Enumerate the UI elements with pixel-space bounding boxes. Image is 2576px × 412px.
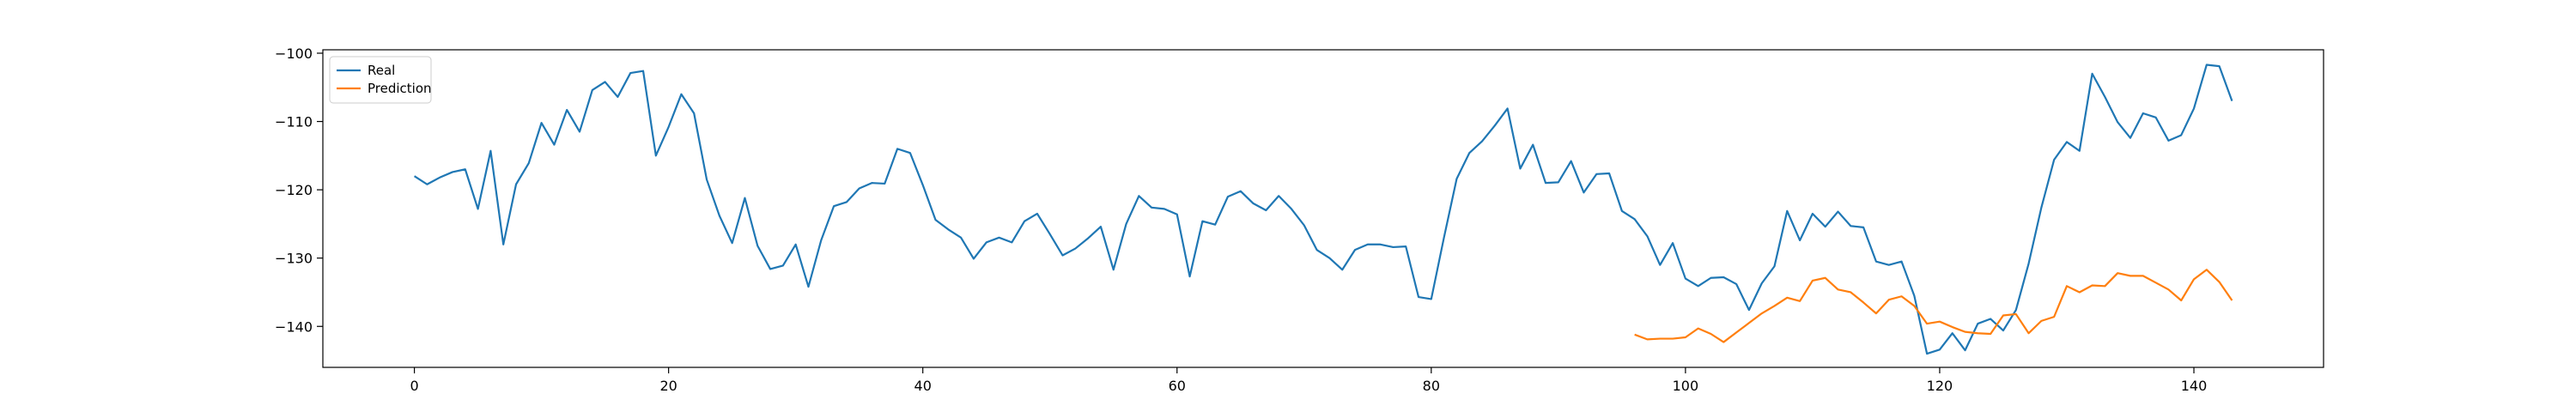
legend-label-real: Real xyxy=(368,63,395,78)
x-tick-label: 40 xyxy=(914,378,932,394)
x-axis: 0 20 40 60 80 100 120 140 xyxy=(410,367,2207,394)
y-tick-label: −100 xyxy=(275,45,313,62)
legend: Real Prediction xyxy=(329,56,432,104)
x-tick-label: 60 xyxy=(1169,378,1186,394)
legend-label-prediction: Prediction xyxy=(368,81,432,96)
plot-frame xyxy=(322,49,2324,368)
y-axis: −100 −110 −120 −130 −140 xyxy=(275,45,323,335)
x-tick-label: 120 xyxy=(1927,378,1953,394)
x-tick-label: 100 xyxy=(1673,378,1699,394)
y-tick-label: −130 xyxy=(275,251,313,267)
x-tick-label: 0 xyxy=(410,378,418,394)
y-tick-label: −140 xyxy=(275,318,313,335)
x-tick-label: 20 xyxy=(659,378,677,394)
series-line-prediction xyxy=(1634,269,2233,343)
x-tick-label: 80 xyxy=(1423,378,1440,394)
series-layer xyxy=(413,64,2233,355)
y-tick-label: −120 xyxy=(275,182,313,198)
series-line-real xyxy=(413,64,2233,355)
x-tick-label: 140 xyxy=(2181,378,2208,394)
legend-box xyxy=(329,56,432,104)
y-tick-label: −110 xyxy=(275,114,313,130)
